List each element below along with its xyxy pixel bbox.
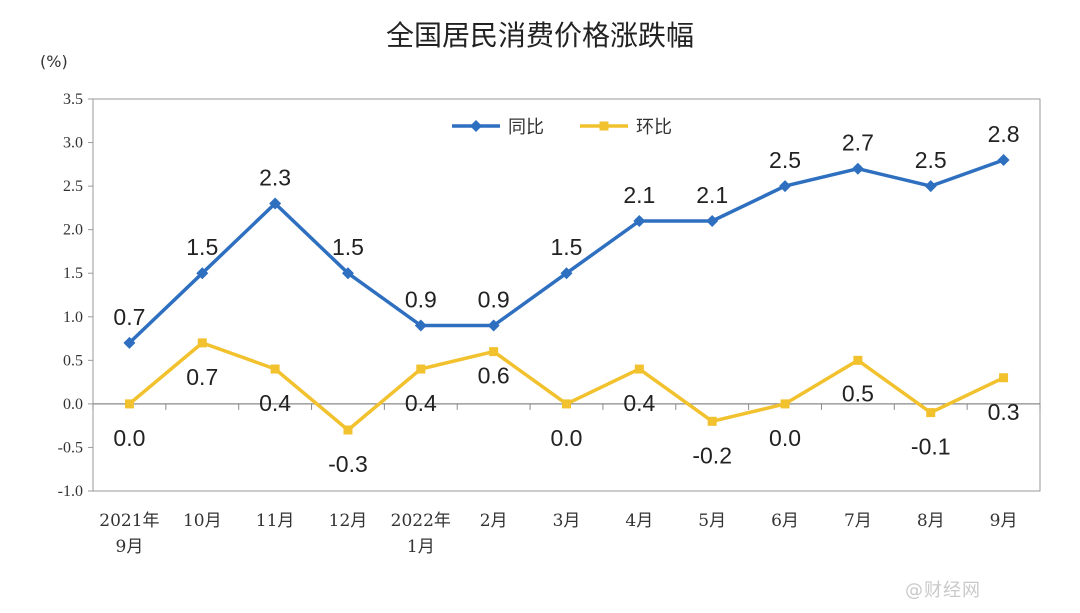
- data-label-mom: 0.7: [186, 364, 218, 390]
- x-tick-label: 10月: [183, 511, 222, 531]
- data-point-mom: [489, 347, 499, 357]
- x-tick-label: 2月: [480, 511, 508, 531]
- data-point-yoy: [414, 319, 427, 332]
- data-label-yoy: 2.1: [696, 182, 728, 208]
- legend-item-mom: 环比: [580, 117, 672, 138]
- data-point-mom: [999, 373, 1009, 383]
- data-point-yoy: [633, 214, 646, 227]
- x-tick-label: 12月: [329, 511, 368, 531]
- plot-area-frame: [92, 98, 1041, 492]
- data-point-yoy: [851, 162, 864, 175]
- x-tick-label: 8月: [917, 511, 945, 531]
- y-tick-label: -0.5: [58, 439, 83, 456]
- data-label-yoy: 2.5: [915, 147, 947, 173]
- legend-marker: [599, 121, 609, 131]
- data-point-yoy: [196, 267, 209, 280]
- legend-label: 环比: [636, 117, 672, 138]
- x-tick-label: 2022年: [391, 511, 451, 531]
- data-label-yoy: 0.9: [478, 286, 510, 312]
- data-point-mom: [197, 338, 207, 348]
- data-label-mom: 0.0: [551, 425, 583, 451]
- data-point-mom: [343, 425, 353, 435]
- data-label-yoy: 2.5: [769, 147, 801, 173]
- data-label-yoy: 2.3: [259, 165, 291, 191]
- data-label-mom: -0.3: [328, 451, 368, 477]
- data-point-mom: [853, 355, 863, 365]
- data-label-mom: -0.1: [911, 434, 951, 460]
- data-point-mom: [562, 399, 571, 409]
- y-tick-label: 1.5: [63, 265, 83, 282]
- x-tick-label: 6月: [771, 511, 799, 531]
- data-point-mom: [416, 364, 426, 374]
- data-label-mom: 0.0: [769, 425, 801, 451]
- data-point-mom: [124, 399, 134, 409]
- data-label-mom: 0.4: [405, 390, 437, 416]
- y-tick-label: 0.0: [63, 396, 83, 413]
- legend-marker: [470, 120, 482, 132]
- y-tick-label: -1.0: [58, 483, 83, 500]
- data-point-yoy: [341, 267, 354, 280]
- data-label-yoy: 1.5: [332, 234, 364, 260]
- y-tick-label: 2.0: [63, 222, 83, 239]
- data-label-yoy: 1.5: [551, 234, 583, 260]
- data-point-yoy: [997, 153, 1010, 166]
- data-label-mom: 0.6: [478, 363, 510, 389]
- data-point-yoy: [560, 267, 573, 280]
- watermark: @财经网: [905, 580, 981, 601]
- x-tick-label: 2021年: [99, 511, 159, 531]
- y-tick-label: 2.5: [63, 178, 83, 195]
- data-point-mom: [707, 416, 717, 426]
- y-axis-unit: (%): [40, 52, 68, 71]
- x-tick-label: 1月: [407, 537, 435, 557]
- x-tick-label: 9月: [990, 511, 1018, 531]
- data-label-mom: 0.5: [842, 380, 874, 406]
- data-point-yoy: [924, 180, 937, 193]
- data-label-mom: -0.2: [692, 442, 732, 468]
- x-tick-label: 4月: [625, 511, 653, 531]
- x-tick-label: 9月: [116, 537, 144, 557]
- y-tick-label: 1.0: [63, 309, 83, 326]
- data-point-yoy: [487, 319, 500, 332]
- data-label-yoy: 0.9: [405, 286, 437, 312]
- data-point-yoy: [706, 214, 719, 227]
- data-label-yoy: 0.7: [113, 304, 145, 330]
- data-label-yoy: 2.8: [988, 121, 1020, 147]
- y-tick-label: 0.5: [63, 352, 83, 369]
- data-point-yoy: [779, 180, 792, 193]
- data-label-mom: 0.4: [259, 390, 291, 416]
- y-tick-label: 3.5: [63, 91, 83, 108]
- data-label-yoy: 2.7: [842, 130, 874, 156]
- legend-item-yoy: 同比: [452, 117, 544, 138]
- data-label-yoy: 2.1: [623, 182, 655, 208]
- x-tick-label: 3月: [553, 511, 581, 531]
- x-tick-label: 5月: [698, 511, 726, 531]
- data-point-yoy: [123, 336, 136, 349]
- data-label-mom: 0.0: [113, 425, 145, 451]
- data-point-yoy: [269, 197, 282, 210]
- data-label-mom: 0.3: [988, 399, 1020, 425]
- data-point-mom: [270, 364, 280, 374]
- legend-label: 同比: [508, 117, 544, 138]
- chart-title: 全国居民消费价格涨跌幅: [385, 19, 694, 52]
- x-tick-label: 11月: [256, 511, 295, 531]
- x-tick-label: 7月: [844, 511, 872, 531]
- data-point-mom: [780, 399, 790, 409]
- y-tick-label: 3.0: [63, 135, 83, 152]
- data-point-mom: [926, 408, 936, 418]
- data-point-mom: [634, 364, 644, 374]
- data-label-mom: 0.4: [623, 390, 655, 416]
- data-label-yoy: 1.5: [186, 234, 218, 260]
